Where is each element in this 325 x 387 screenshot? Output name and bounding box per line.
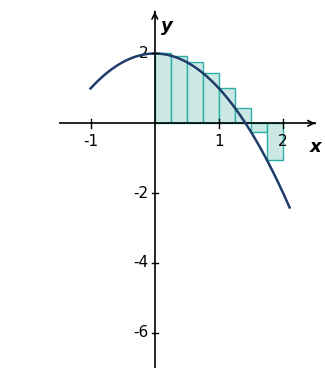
Text: y: y [161,17,173,35]
Bar [235,108,251,123]
Text: 2: 2 [138,46,148,61]
Text: 1: 1 [214,134,224,149]
Bar [203,73,219,123]
Bar [155,53,171,123]
Text: 2: 2 [278,134,288,149]
Bar [219,88,235,123]
Text: x: x [310,138,322,156]
Text: -6: -6 [133,325,148,340]
Bar [267,123,283,160]
Text: -2: -2 [133,186,148,200]
Text: -1: -1 [83,134,98,149]
Bar [171,56,187,123]
Bar [251,123,267,132]
Text: -4: -4 [133,255,148,271]
Bar [187,62,203,123]
